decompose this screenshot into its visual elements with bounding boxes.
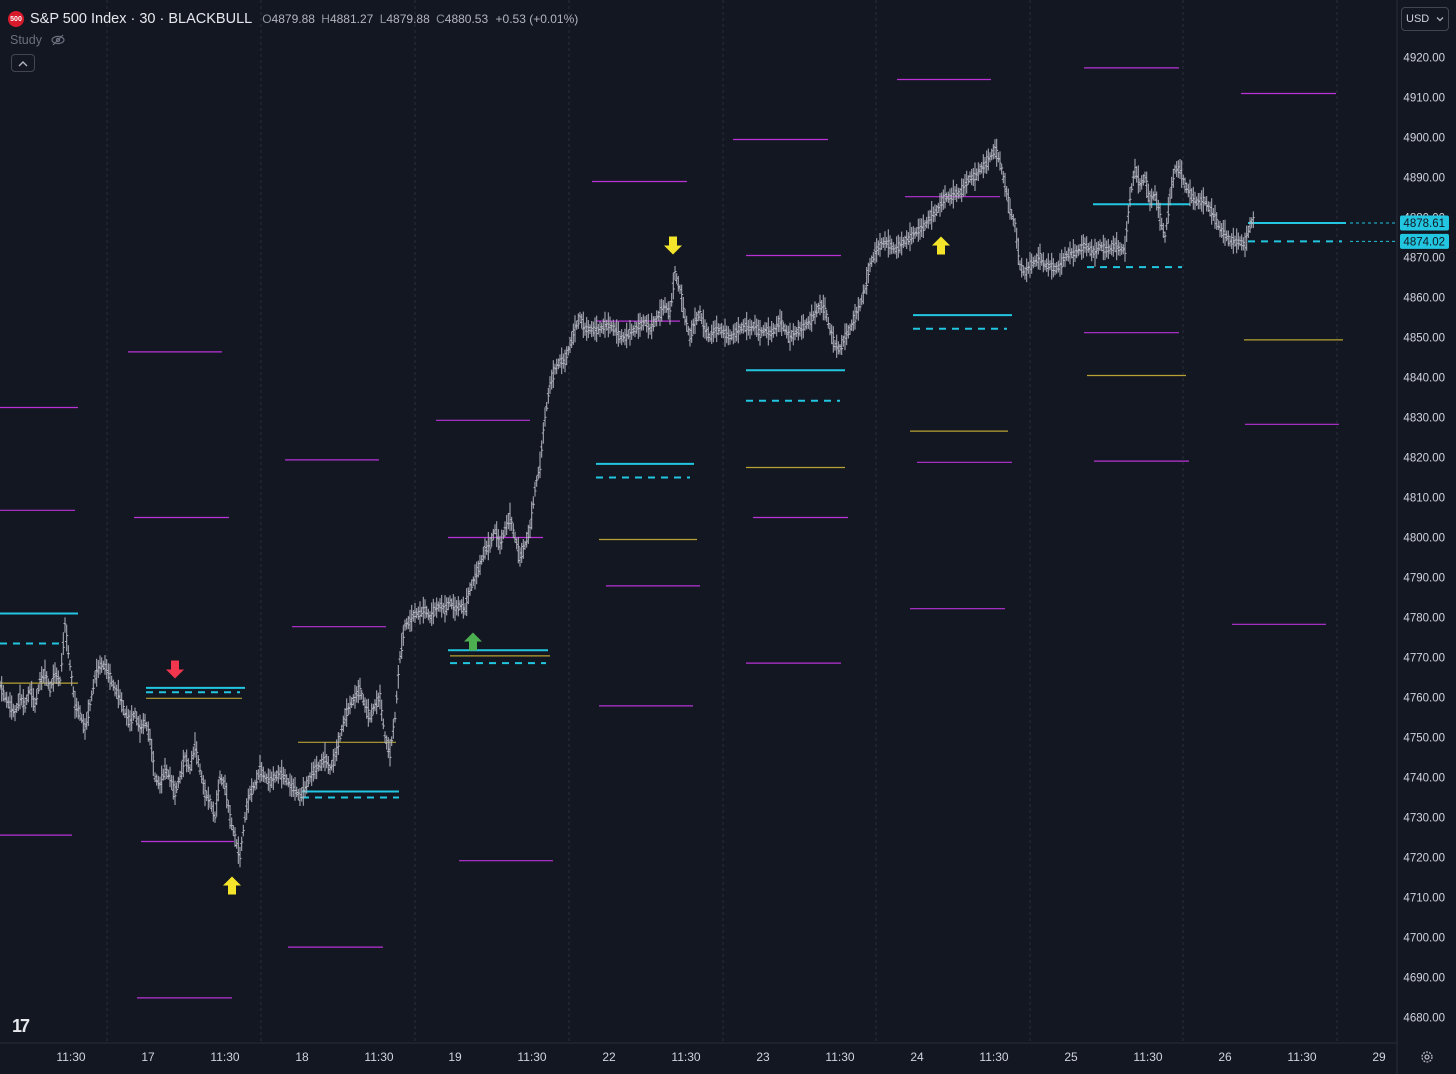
chevron-up-icon xyxy=(18,60,28,66)
y-tick-label: 4840.00 xyxy=(1403,373,1445,385)
price-label-box xyxy=(1400,215,1449,231)
eye-hidden-icon[interactable] xyxy=(51,33,65,47)
y-tick-label: 4810.00 xyxy=(1403,493,1445,505)
x-tick-label: 22 xyxy=(602,1050,616,1064)
x-tick-label: 11:30 xyxy=(517,1050,546,1064)
arrow-down-icon xyxy=(664,236,682,255)
y-tick-label: 4770.00 xyxy=(1403,653,1445,665)
y-tick-label: 4740.00 xyxy=(1403,773,1445,785)
tradingview-logo-icon: 17 xyxy=(12,1016,30,1036)
y-tick-label: 4720.00 xyxy=(1403,853,1445,865)
x-tick-label: 11:30 xyxy=(671,1050,700,1064)
symbol-logo-icon: 500 xyxy=(8,11,24,27)
arrow-up-icon xyxy=(223,876,241,895)
ohlc-readout: O4879.88 H4881.27 L4879.88 C4880.53 +0.5… xyxy=(259,12,578,26)
x-tick-label: 26 xyxy=(1218,1050,1232,1064)
x-tick-label: 11:30 xyxy=(979,1050,1008,1064)
low-value: 4879.88 xyxy=(386,12,430,26)
y-tick-label: 4920.00 xyxy=(1403,53,1445,65)
y-tick-label: 4890.00 xyxy=(1403,173,1445,185)
arrow-down-icon xyxy=(166,660,184,679)
y-tick-label: 4760.00 xyxy=(1403,693,1445,705)
y-tick-label: 4690.00 xyxy=(1403,973,1445,985)
x-tick-label: 11:30 xyxy=(364,1050,393,1064)
x-tick-label: 11:30 xyxy=(1287,1050,1316,1064)
x-tick-label: 17 xyxy=(141,1050,155,1064)
study-row[interactable]: Study xyxy=(10,33,65,47)
x-tick-label: 25 xyxy=(1064,1050,1078,1064)
x-tick-label: 11:30 xyxy=(210,1050,239,1064)
x-tick-label: 23 xyxy=(756,1050,770,1064)
y-tick-label: 4780.00 xyxy=(1403,613,1445,625)
price-label: 4878.61 xyxy=(1403,218,1445,230)
low-label: L xyxy=(379,12,387,26)
y-tick-label: 4790.00 xyxy=(1403,573,1445,585)
x-tick-label: 18 xyxy=(295,1050,309,1064)
y-tick-label: 4830.00 xyxy=(1403,413,1445,425)
close-value: 4880.53 xyxy=(444,12,489,26)
symbol-title[interactable]: S&P 500 Index · 30 · BLACKBULL xyxy=(30,11,253,27)
x-tick-label: 24 xyxy=(910,1050,924,1064)
price-series xyxy=(0,138,1255,868)
x-tick-label: 11:30 xyxy=(56,1050,85,1064)
open-label: O xyxy=(262,12,272,26)
y-tick-label: 4750.00 xyxy=(1403,733,1445,745)
y-tick-label: 4900.00 xyxy=(1403,133,1445,145)
y-tick-label: 4870.00 xyxy=(1403,253,1445,265)
study-label: Study xyxy=(10,33,42,47)
y-tick-label: 4710.00 xyxy=(1403,893,1445,905)
open-value: 4879.88 xyxy=(271,12,315,26)
currency-select[interactable]: USD xyxy=(1401,7,1449,31)
settings-icon[interactable] xyxy=(1417,1047,1437,1067)
y-tick-label: 4910.00 xyxy=(1403,93,1445,105)
high-label: H xyxy=(321,12,330,26)
high-value: 4881.27 xyxy=(329,12,374,26)
y-tick-label: 4820.00 xyxy=(1403,453,1445,465)
x-tick-label: 19 xyxy=(448,1050,462,1064)
symbol-header[interactable]: 500 S&P 500 Index · 30 · BLACKBULL O4879… xyxy=(8,9,578,29)
change-value: +0.53 (+0.01%) xyxy=(495,12,579,26)
x-tick-label: 11:30 xyxy=(825,1050,854,1064)
y-tick-label: 4860.00 xyxy=(1403,293,1445,305)
chevron-down-icon xyxy=(1436,17,1444,22)
price-label: 4874.02 xyxy=(1403,236,1445,248)
y-tick-label: 4700.00 xyxy=(1403,933,1445,945)
x-tick-label: 29 xyxy=(1372,1050,1386,1064)
x-tick-label: 11:30 xyxy=(1133,1050,1162,1064)
y-tick-label: 4800.00 xyxy=(1403,533,1445,545)
y-tick-label: 4730.00 xyxy=(1403,813,1445,825)
y-tick-label: 4680.00 xyxy=(1403,1013,1445,1025)
y-tick-label: 4850.00 xyxy=(1403,333,1445,345)
price-label-box xyxy=(1400,233,1449,249)
close-label: C xyxy=(436,12,445,26)
currency-label: USD xyxy=(1406,13,1430,25)
collapse-legend-button[interactable] xyxy=(11,54,35,72)
arrow-up-icon xyxy=(932,236,950,255)
arrow-up-icon xyxy=(464,632,482,651)
